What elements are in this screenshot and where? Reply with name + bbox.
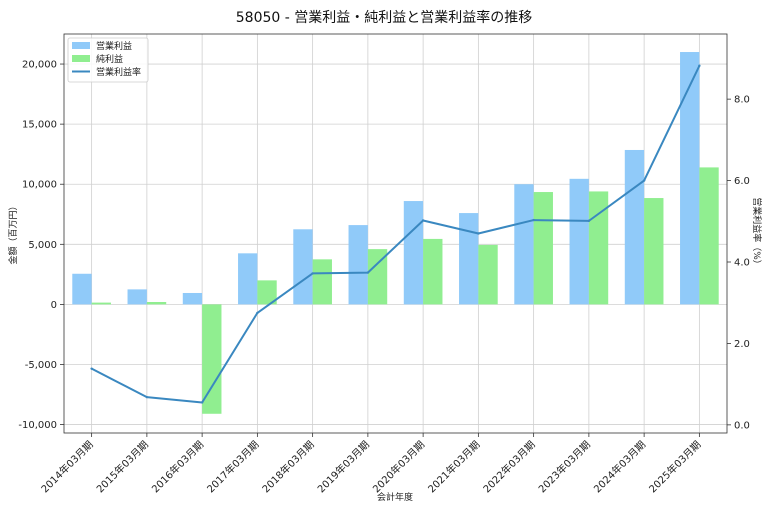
left-axis: -10,000 -5,000 0 5,000 10,000 15,000 20,000	[18, 60, 64, 431]
operating-profit-bar	[293, 229, 313, 305]
x-tick-label: 2023年03月期	[536, 438, 593, 495]
operating-margin-point	[532, 218, 535, 222]
x-tick-label: 2020年03月期	[370, 438, 427, 495]
y2-tick-label: 0.0	[734, 420, 750, 431]
operating-profit-bar	[569, 178, 589, 305]
legend-swatch-net-profit	[72, 55, 90, 62]
legend-label-operating-profit: 営業利益	[96, 40, 132, 52]
x-tick-label: 2022年03月期	[480, 438, 537, 495]
x-tick-label: 2014年03月期	[38, 438, 95, 495]
y2-tick-label: 6.0	[734, 176, 750, 187]
right-axis: 0.0 2.0 4.0 6.0 8.0	[727, 95, 750, 431]
net-profit-bar	[91, 302, 111, 305]
y-tick-label: 0	[51, 300, 57, 311]
operating-profit-bar	[403, 201, 424, 305]
net-profit-bar	[257, 280, 277, 305]
x-tick-label: 2016年03月期	[149, 438, 206, 495]
operating-profit-bar	[624, 149, 645, 305]
x-tick-label: 2024年03月期	[591, 438, 648, 495]
operating-profit-bar	[238, 253, 258, 305]
legend: 営業利益 純利益 営業利益率	[67, 37, 149, 83]
y2-tick-label: 8.0	[734, 95, 750, 106]
y2-tick-label: 2.0	[734, 339, 750, 350]
y-tick-label: -5,000	[25, 360, 57, 371]
operating-profit-bar	[348, 225, 368, 305]
net-profit-bar	[423, 238, 443, 305]
x-tick-label: 2018年03月期	[259, 438, 316, 495]
y-axis-label: 金額（百万円）	[7, 201, 19, 264]
chart-title: 58050 - 営業利益・純利益と営業利益率の推移	[236, 9, 533, 26]
legend-label-margin: 営業利益率	[96, 66, 141, 78]
x-tick-label: 2021年03月期	[425, 438, 482, 495]
plot-frame	[63, 33, 728, 434]
operating-margin-point	[311, 272, 314, 275]
y2-axis-label: 営業利益率（%）	[751, 197, 763, 269]
y-tick-label: 10,000	[22, 180, 57, 191]
operating-margin-point	[587, 219, 591, 223]
x-tick-label: 2017年03月期	[204, 438, 261, 495]
operating-margin-point	[477, 232, 480, 235]
operating-profit-bar	[127, 289, 147, 305]
operating-margin-point	[145, 395, 149, 399]
net-profit-bar	[478, 244, 498, 305]
y2-tick-label: 4.0	[734, 258, 750, 269]
x-tick-label: 2025年03月期	[646, 438, 703, 495]
net-profit-bar	[533, 192, 553, 305]
operating-profit-bar	[182, 292, 203, 305]
y-tick-label: 15,000	[22, 120, 57, 131]
y-tick-label: -10,000	[18, 420, 57, 431]
operating-margin-point	[421, 219, 425, 222]
x-tick-label: 2015年03月期	[94, 438, 151, 495]
net-profit-bar	[202, 304, 222, 414]
operating-margin-point	[256, 311, 259, 315]
operating-margin-line	[91, 65, 701, 404]
operating-margin-point	[698, 64, 701, 67]
legend-swatch-operating-profit	[72, 42, 90, 49]
operating-profit-bar	[459, 213, 479, 305]
y-tick-label: 5,000	[28, 240, 57, 251]
x-tick-label: 2019年03月期	[315, 438, 372, 495]
bars-layer	[72, 52, 719, 414]
operating-profit-bar	[680, 52, 700, 305]
y-tick-label: 20,000	[22, 60, 57, 71]
line-layer	[90, 64, 701, 404]
net-profit-bar	[644, 198, 664, 305]
net-profit-bar	[699, 167, 719, 305]
legend-label-net-profit: 純利益	[96, 53, 123, 65]
operating-margin-point	[90, 367, 93, 370]
net-profit-bar	[367, 249, 388, 305]
operating-margin-point	[642, 179, 646, 182]
operating-profit-bar	[72, 273, 92, 305]
net-profit-bar	[146, 302, 167, 305]
net-profit-bar	[312, 259, 332, 305]
net-profit-bar	[588, 191, 609, 305]
x-axis-label: 会計年度	[377, 491, 413, 503]
x-axis: 2014年03月期 2015年03月期 2016年03月期 2017年03月期 2018…	[38, 433, 703, 495]
operating-margin-point	[200, 401, 204, 404]
operating-margin-point	[366, 271, 370, 274]
operating-profit-bar	[514, 184, 534, 305]
